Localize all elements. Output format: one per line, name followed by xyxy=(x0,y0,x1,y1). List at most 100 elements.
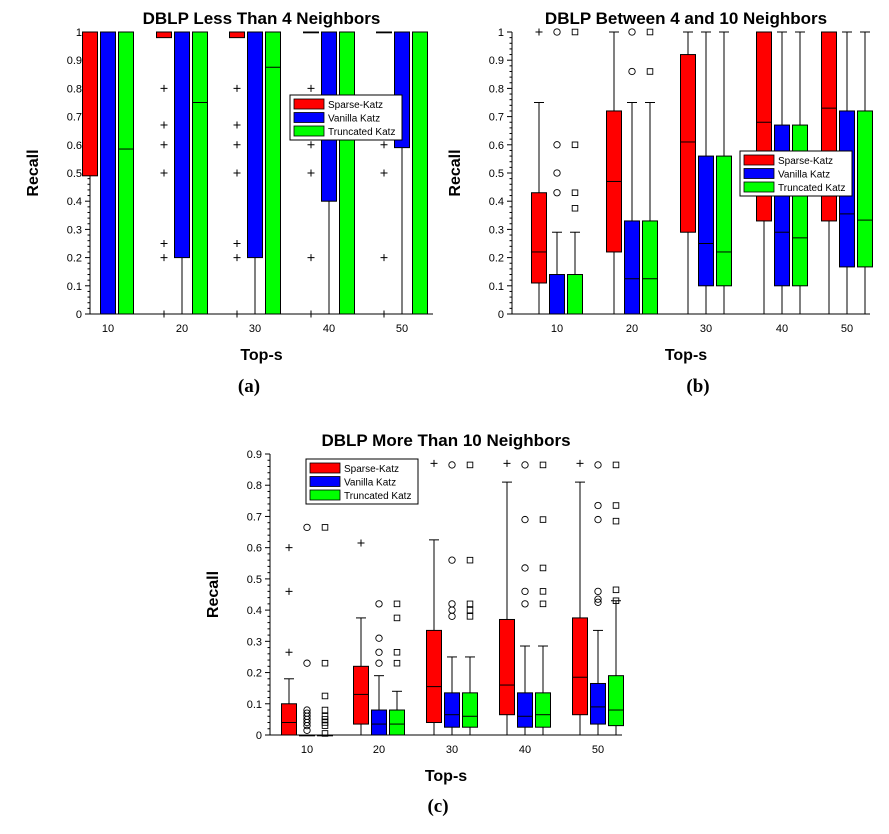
box-body xyxy=(339,31,355,315)
box-body xyxy=(549,274,565,315)
outlier-circle xyxy=(628,28,636,36)
outlier-plus xyxy=(160,254,168,262)
outlier-square xyxy=(539,600,547,608)
boxplot-truncated-katz-40 xyxy=(535,461,551,736)
y-tick-label: 0.2 xyxy=(489,253,504,265)
y-tick-label: 0.9 xyxy=(489,55,504,67)
outlier-square xyxy=(612,517,620,525)
outlier-plus xyxy=(233,169,241,177)
y-tick-label: 0.5 xyxy=(247,574,262,586)
outlier-plus xyxy=(160,141,168,149)
box-body xyxy=(774,124,790,287)
chart-panel-2: DBLP Between 4 and 10 Neighbors 0 0.1 0.2 0.… xyxy=(447,9,873,397)
boxplot-vanilla-katz-30 xyxy=(698,31,714,315)
outlier-square xyxy=(539,461,547,469)
outlier-square xyxy=(393,600,401,608)
box-body xyxy=(82,31,98,177)
x-tick-label: 50 xyxy=(592,744,604,756)
box-body xyxy=(590,682,606,725)
box-body xyxy=(281,703,297,736)
boxplot-truncated-katz-20 xyxy=(192,31,208,315)
x-tick-label: 10 xyxy=(102,323,114,335)
boxplot-sparse-katz-40 xyxy=(499,459,515,736)
outlier-circle xyxy=(303,706,311,714)
y-tick-label: 0.1 xyxy=(67,281,82,293)
box-body xyxy=(567,274,583,315)
outlier-plus xyxy=(160,169,168,177)
outlier-square xyxy=(539,516,547,523)
outlier-square xyxy=(466,556,474,564)
outlier-circle xyxy=(303,709,311,717)
boxplot-sparse-katz-10 xyxy=(82,31,98,315)
outlier-square xyxy=(321,524,329,531)
boxplot-vanilla-katz-10 xyxy=(299,523,315,737)
outlier-circle xyxy=(594,587,602,596)
outlier-plus xyxy=(233,310,241,318)
legend-swatch xyxy=(293,98,325,110)
y-tick-label: 0.8 xyxy=(247,480,262,492)
box-body xyxy=(371,709,387,736)
outlier-plus xyxy=(307,84,315,92)
box-body xyxy=(531,192,547,284)
boxplot-truncated-katz-40 xyxy=(339,31,355,315)
boxplot-vanilla-katz-30 xyxy=(247,31,263,315)
outlier-plus xyxy=(233,141,241,149)
chart-title: DBLP Between 4 and 10 Neighbors xyxy=(545,9,827,28)
x-tick-label: 30 xyxy=(446,744,458,756)
outlier-plus xyxy=(380,141,388,149)
box-body xyxy=(698,155,714,287)
outlier-circle xyxy=(553,141,561,149)
box-body xyxy=(608,675,624,727)
boxplot-vanilla-katz-10 xyxy=(100,31,116,315)
outlier-square xyxy=(393,649,401,656)
x-tick-label: 40 xyxy=(323,323,335,335)
boxplot-sparse-katz-30 xyxy=(680,31,696,315)
panel-label: (b) xyxy=(686,376,709,397)
boxplot-vanilla-katz-10 xyxy=(549,28,565,315)
outlier-circle xyxy=(594,501,602,510)
outlier-square xyxy=(321,692,329,700)
legend-swatch xyxy=(743,168,775,179)
outlier-circle xyxy=(448,556,456,564)
x-tick-label: 30 xyxy=(700,323,712,335)
boxplot-sparse-katz-50 xyxy=(572,459,588,736)
y-tick-label: 0.3 xyxy=(247,636,262,648)
outlier-circle xyxy=(521,515,529,524)
box-body xyxy=(118,31,134,315)
legend-label: Vanilla Katz xyxy=(778,170,830,181)
outlier-circle xyxy=(303,659,311,667)
outlier-plus xyxy=(160,84,168,92)
outlier-square xyxy=(393,659,401,667)
legend-label: Truncated Katz xyxy=(328,127,395,138)
x-axis-label: Top-s xyxy=(425,768,467,785)
y-tick-label: 0.4 xyxy=(67,196,82,208)
outlier-plus xyxy=(380,310,388,318)
box-body xyxy=(624,220,640,315)
legend-label: Sparse-Katz xyxy=(344,464,399,475)
outlier-plus xyxy=(233,240,241,247)
x-tick-label: 20 xyxy=(176,323,188,335)
y-tick-label: 0 xyxy=(76,309,82,321)
outlier-square xyxy=(321,713,329,720)
box-body xyxy=(412,31,428,315)
boxplot-truncated-katz-20 xyxy=(642,28,658,315)
x-tick-label: 50 xyxy=(396,323,408,335)
boxplot-sparse-katz-20 xyxy=(353,539,369,736)
y-tick-label: 0.8 xyxy=(67,83,82,95)
box-body xyxy=(229,31,245,39)
boxplot-truncated-katz-30 xyxy=(462,461,478,736)
outlier-plus xyxy=(576,459,584,467)
outlier-circle xyxy=(303,726,311,734)
boxplot-truncated-katz-10 xyxy=(567,28,583,315)
y-axis-label: Recall xyxy=(447,149,464,196)
outlier-circle xyxy=(521,600,529,608)
outlier-square xyxy=(571,28,579,36)
box-body xyxy=(247,31,263,259)
boxplot-truncated-katz-30 xyxy=(716,31,732,315)
outlier-circle xyxy=(594,461,602,469)
legend-label: Vanilla Katz xyxy=(344,478,396,489)
x-tick-label: 10 xyxy=(551,323,563,335)
legend: Sparse-Katz Vanilla Katz Truncated Katz xyxy=(289,94,403,141)
box-body xyxy=(517,692,533,728)
outlier-circle xyxy=(375,659,383,667)
